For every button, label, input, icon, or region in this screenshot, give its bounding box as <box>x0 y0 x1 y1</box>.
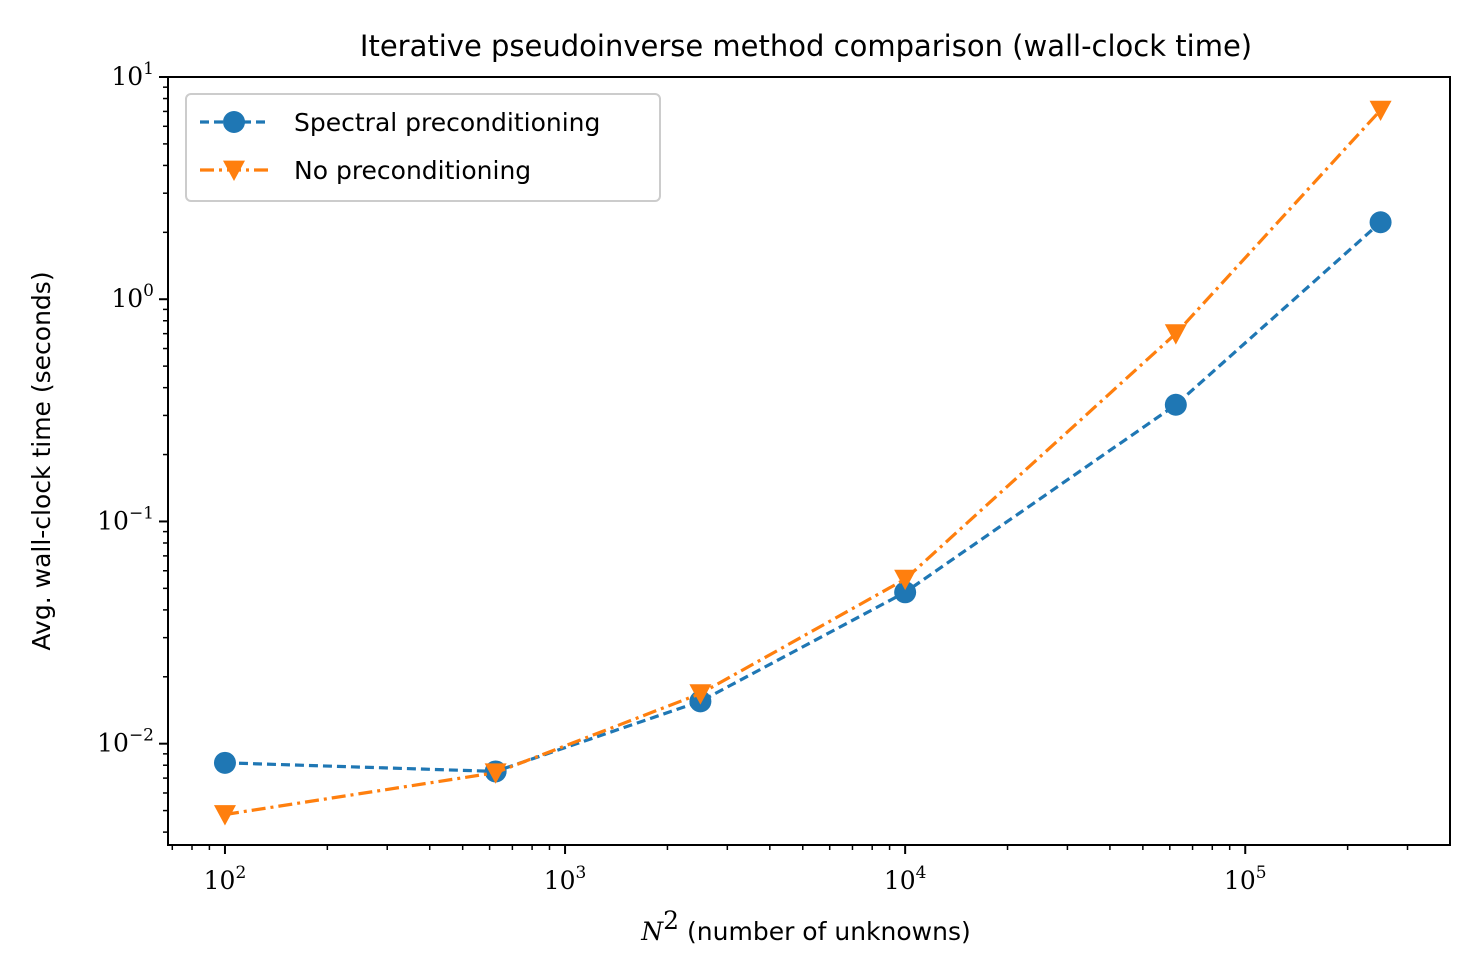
legend-entries: Spectral preconditioning No preconditioni… <box>200 108 600 185</box>
legend-label: No preconditioning <box>294 156 531 185</box>
y-tick-label-exponent: 0 <box>143 281 154 301</box>
x-tick-label-exponent: 3 <box>576 863 587 883</box>
x-axis-label-math: N <box>640 917 664 946</box>
data-point <box>1164 393 1187 416</box>
x-tick-label: 104 <box>884 863 927 895</box>
x-axis-label-superscript: 2 <box>663 906 679 935</box>
x-tick-label: 102 <box>204 863 247 895</box>
legend-label: Spectral preconditioning <box>294 108 600 137</box>
legend-box <box>185 93 661 202</box>
y-tick-label-base: 10 <box>97 506 129 535</box>
series-line <box>224 109 1382 817</box>
y-tick-label-base: 10 <box>97 729 129 758</box>
x-tick-label-base: 10 <box>544 866 576 895</box>
y-tick-label-exponent: 1 <box>143 59 154 79</box>
data-point <box>1369 211 1392 234</box>
y-tick-label: 101 <box>111 59 154 91</box>
y-tick-label: 100 <box>111 281 154 313</box>
series-layer <box>213 100 1392 826</box>
x-tick-label-exponent: 4 <box>916 863 927 883</box>
y-tick-label-exponent: −2 <box>129 726 154 746</box>
legend-entry: Spectral preconditioning <box>200 108 600 137</box>
circle-marker-icon <box>223 111 245 133</box>
data-point <box>894 581 917 604</box>
y-tick-label-exponent: −1 <box>129 503 154 523</box>
y-axis-label: Avg. wall-clock time (seconds) <box>27 271 56 650</box>
plot-frame <box>167 76 1451 846</box>
chart-title: Iterative pseudoinverse method compariso… <box>360 29 1252 63</box>
series-line <box>224 221 1382 774</box>
data-point <box>689 684 712 705</box>
y-tick-label: 10−2 <box>97 726 154 758</box>
data-point <box>1369 100 1392 122</box>
x-tick-label-base: 10 <box>1224 866 1256 895</box>
x-tick-label-exponent: 5 <box>1256 863 1267 883</box>
x-tick-label-base: 10 <box>204 866 236 895</box>
x-tick-label-base: 10 <box>884 866 916 895</box>
x-tick-label-exponent: 2 <box>235 863 246 883</box>
x-tick-label: 103 <box>544 863 587 895</box>
legend: Spectral preconditioning No preconditioni… <box>185 93 661 202</box>
x-axis-label: N2 (number of unknowns) <box>640 906 970 946</box>
x-axis-label-text: (number of unknowns) <box>687 917 971 946</box>
data-point <box>894 569 917 591</box>
y-tick-label-base: 10 <box>111 284 143 313</box>
legend-entry: No preconditioning <box>200 156 531 185</box>
y-tick-label-base: 10 <box>111 62 143 91</box>
data-point <box>1164 324 1187 345</box>
series-1 <box>213 211 1392 783</box>
data-point <box>213 805 236 826</box>
data-point <box>484 763 507 784</box>
y-tick-label: 10−1 <box>97 503 154 535</box>
x-tick-label: 105 <box>1224 863 1267 895</box>
series-2 <box>213 100 1392 826</box>
triangle-down-marker-icon <box>223 160 245 181</box>
data-point <box>213 751 236 774</box>
